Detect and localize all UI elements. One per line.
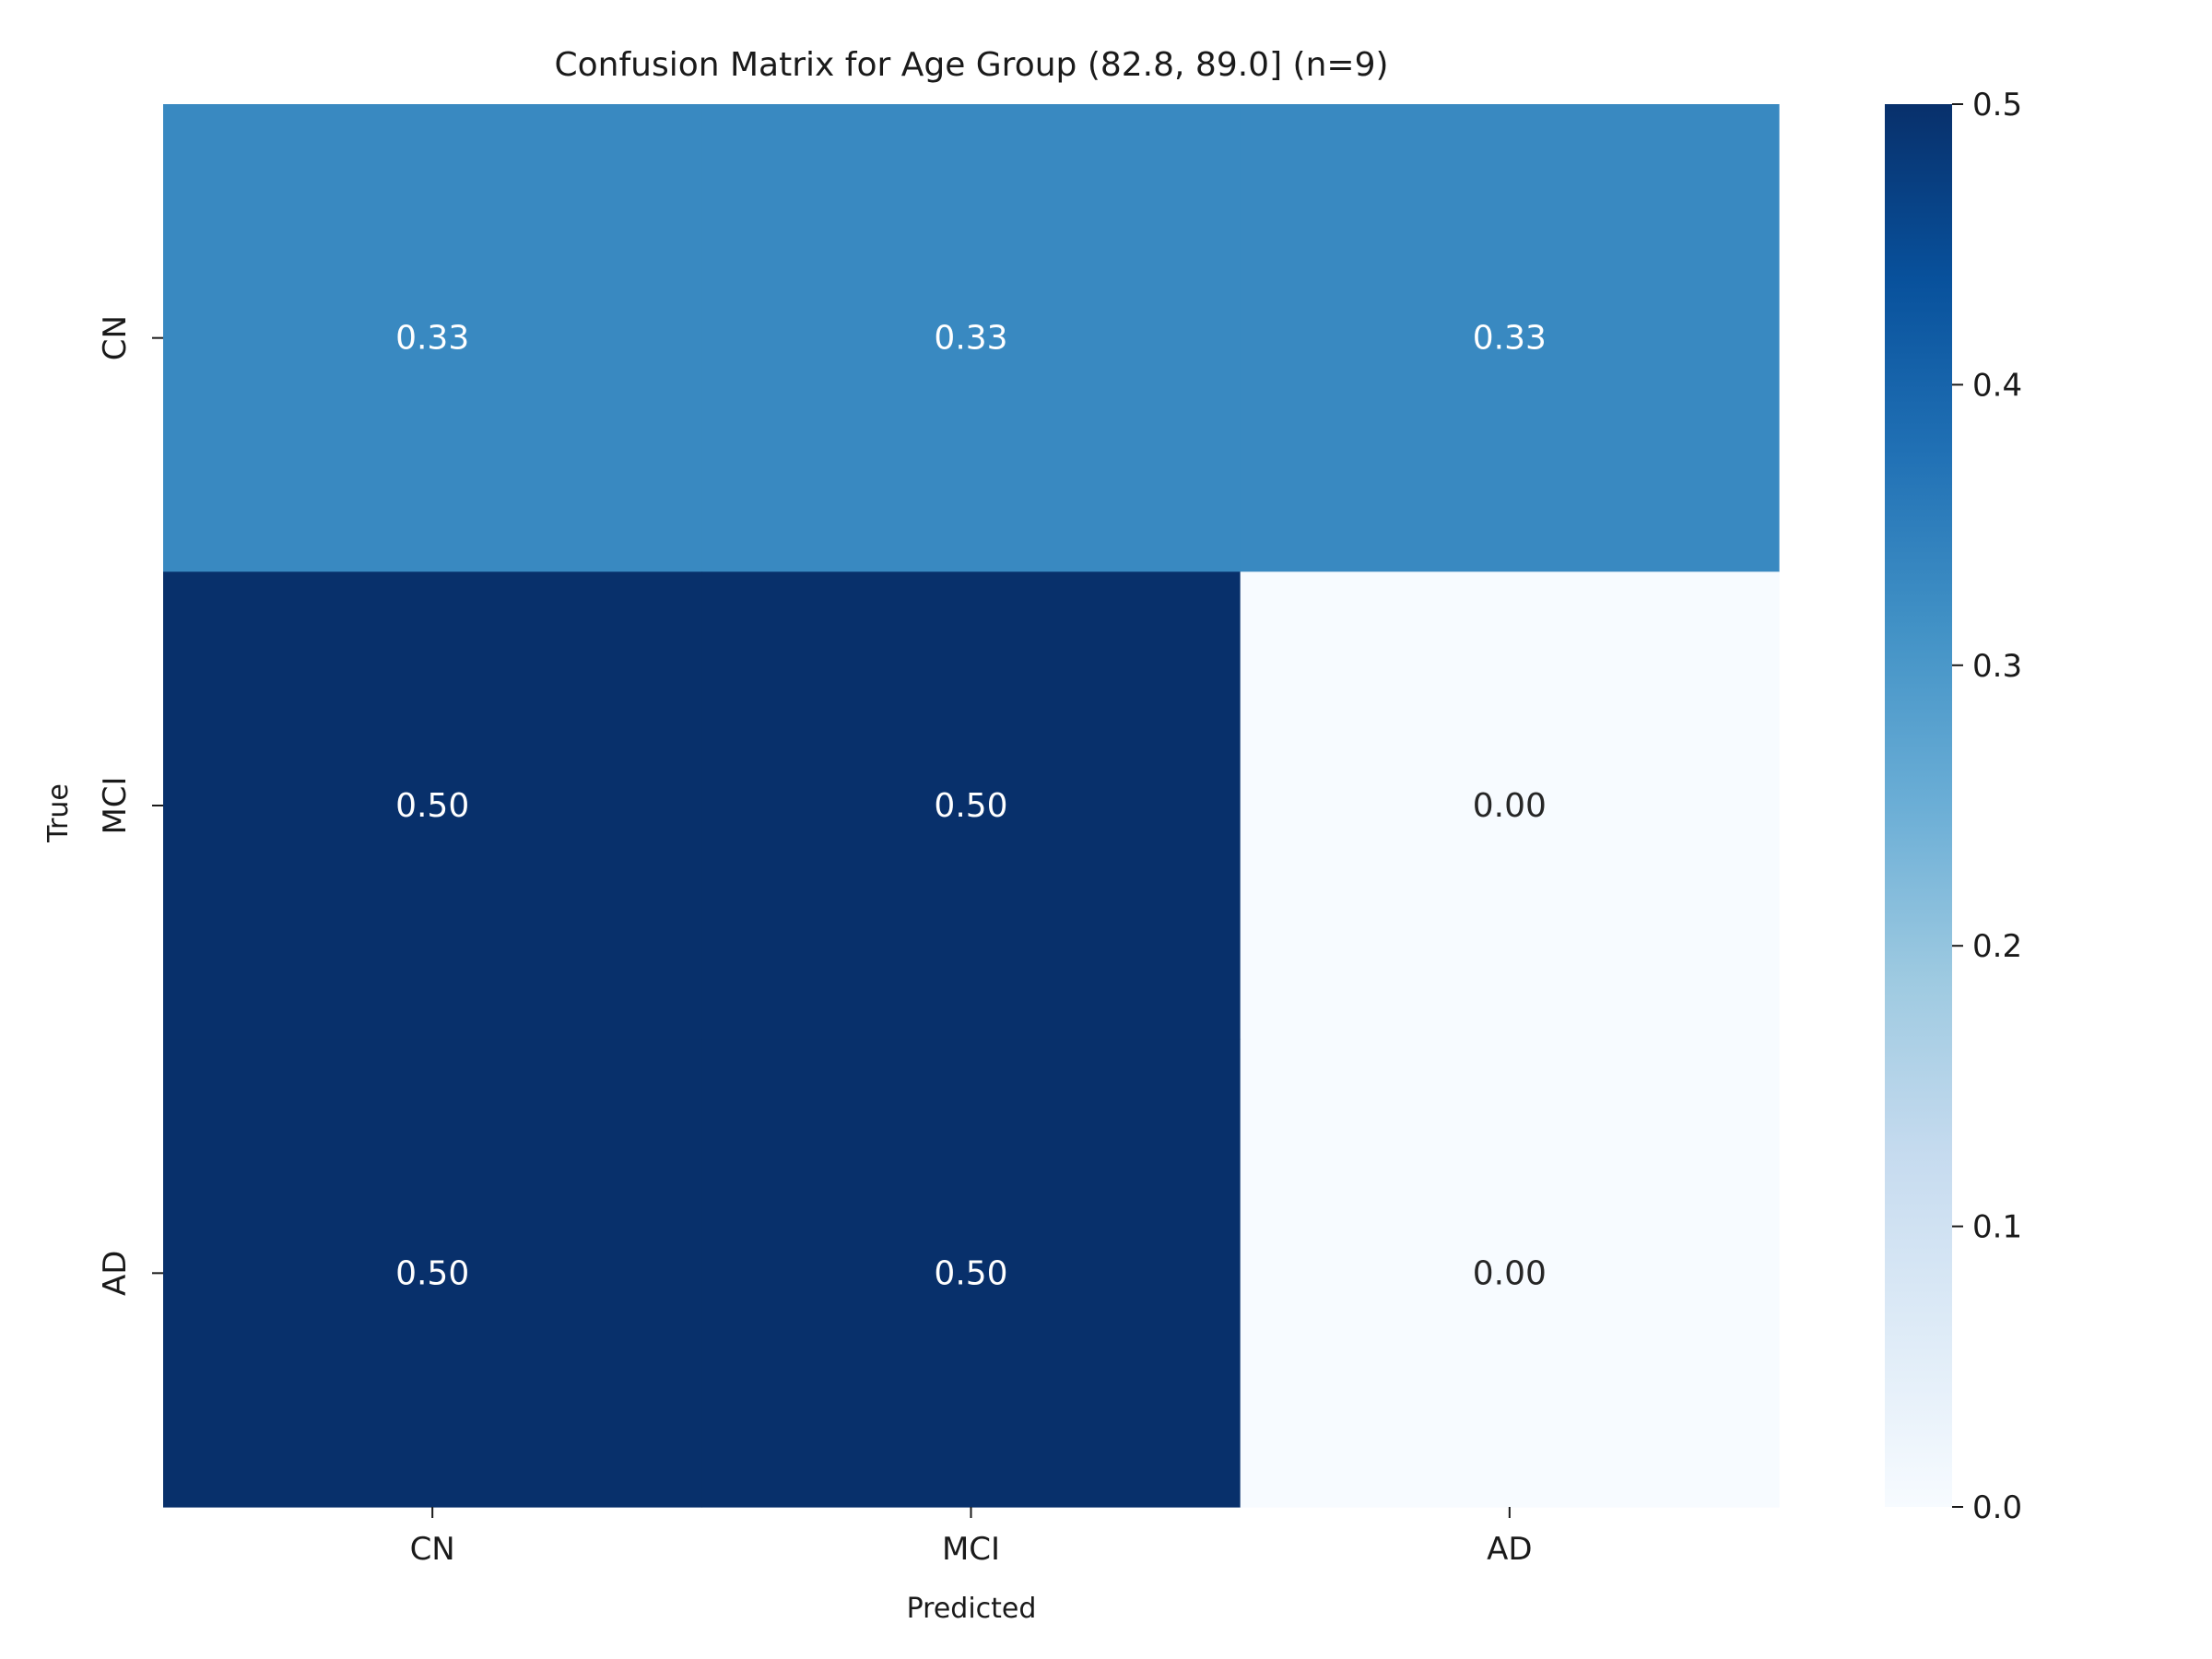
y-axis-label: True (42, 783, 75, 843)
y-tick-label: CN (97, 315, 134, 360)
cell-annotation: 0.00 (1473, 787, 1547, 825)
heatmap-cell-ad-cn (163, 1039, 702, 1508)
heatmap-cell-cn-ad (1240, 104, 1780, 572)
x-axis: CN MCI AD (410, 1507, 1533, 1568)
x-axis-label: Predicted (907, 1593, 1037, 1625)
colorbar-tick-label: 0.4 (1972, 367, 2022, 404)
colorbar-tick-label: 0.1 (1972, 1209, 2022, 1246)
cell-annotation: 0.33 (934, 320, 1007, 358)
y-tick-label: MCI (97, 776, 134, 834)
heatmap-cell-cn-cn (163, 104, 702, 572)
chart-title: Confusion Matrix for Age Group (82.8, 89… (554, 46, 1388, 84)
cell-annotation: 0.33 (1473, 320, 1547, 358)
colorbar-gradient (1885, 104, 1952, 1507)
colorbar-tick-label: 0.2 (1972, 928, 2022, 965)
x-tick-label: MCI (942, 1531, 1000, 1568)
cell-annotation: 0.33 (395, 320, 469, 358)
colorbar: 0.0 0.1 0.2 0.3 0.4 0.5 (1885, 87, 2022, 1526)
y-tick-label: AD (97, 1251, 134, 1296)
cell-annotation: 0.50 (934, 787, 1007, 825)
heatmap-cell-cn-mci (701, 104, 1241, 572)
heatmap-cells (163, 104, 1780, 1508)
cell-annotations: 0.33 0.33 0.33 0.50 0.50 0.00 0.50 0.50 0.00 (395, 320, 1547, 1293)
colorbar-tick-label: 0.3 (1972, 648, 2022, 685)
cell-annotation: 0.50 (395, 787, 469, 825)
heatmap-cell-ad-mci (701, 1039, 1241, 1508)
x-tick-label: AD (1487, 1531, 1532, 1568)
cell-annotation: 0.50 (934, 1254, 1007, 1292)
x-tick-label: CN (410, 1531, 455, 1568)
heatmap-cell-mci-ad (1240, 571, 1780, 1041)
heatmap-cell-mci-cn (163, 571, 702, 1041)
heatmap-cell-ad-ad (1240, 1039, 1780, 1508)
colorbar-tick-label: 0.5 (1972, 87, 2022, 124)
heatmap-cell-mci-mci (701, 571, 1241, 1041)
cell-annotation: 0.00 (1473, 1254, 1547, 1292)
cell-annotation: 0.50 (395, 1254, 469, 1292)
y-axis: CN MCI AD (97, 315, 163, 1296)
colorbar-tick-label: 0.0 (1972, 1489, 2022, 1526)
